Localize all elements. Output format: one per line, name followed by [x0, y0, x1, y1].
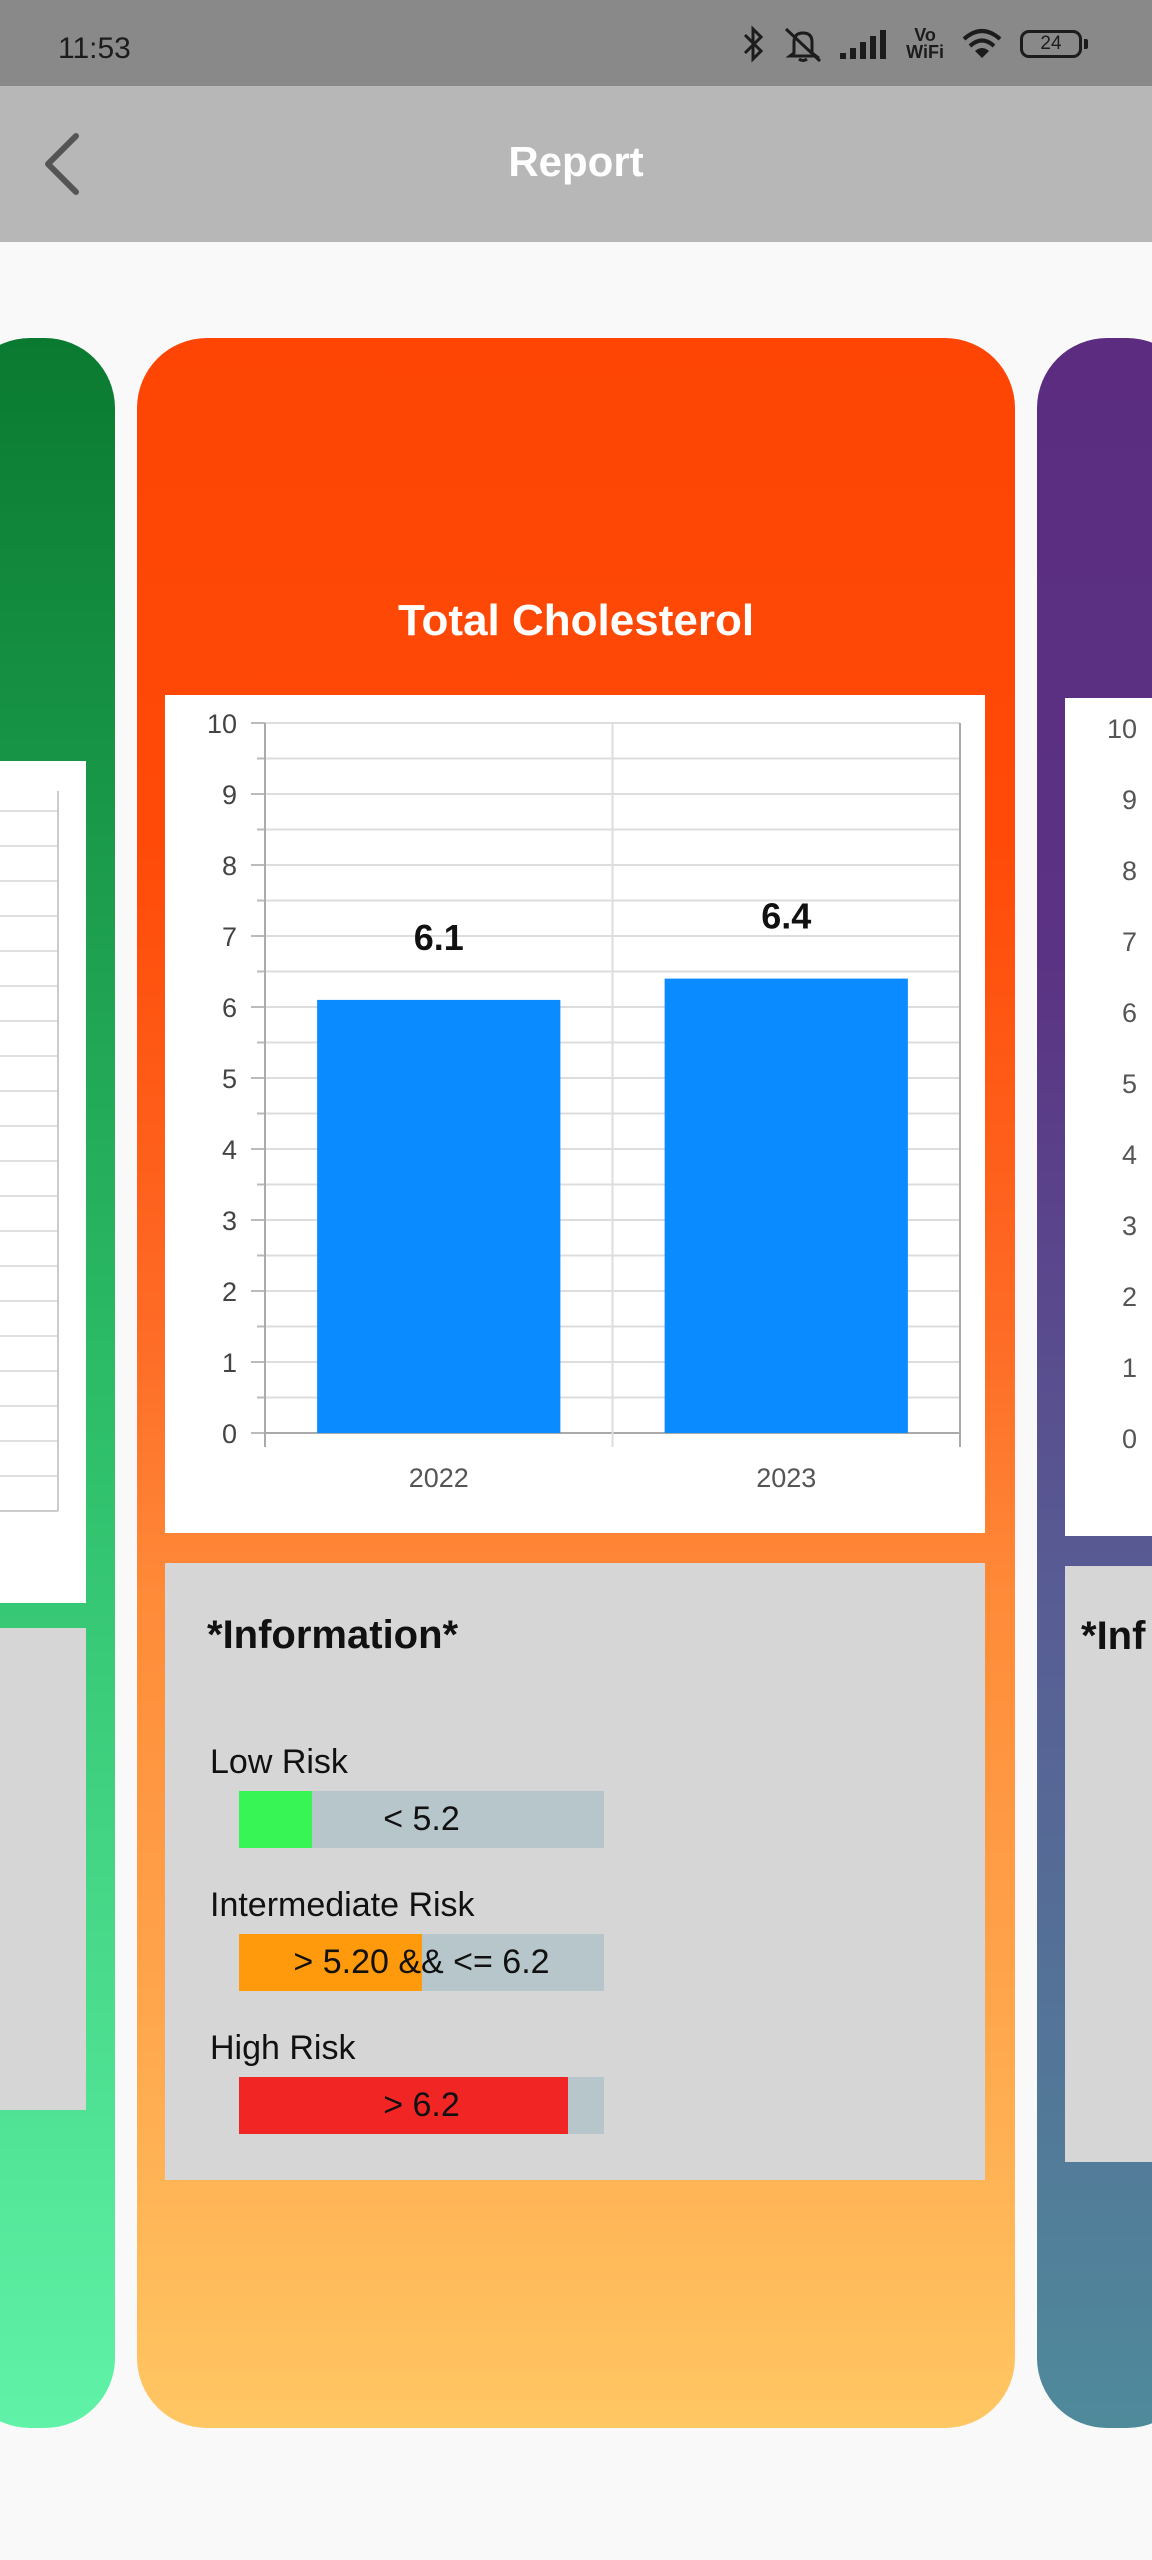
high-risk-range: > 6.2 [383, 2086, 460, 2124]
y-tick-label: 6 [222, 993, 237, 1023]
low-risk-range: < 5.2 [383, 1800, 460, 1838]
bar-chart: 0 1 2 3 4 5 6 7 8 9 10 6.1 2022 6.4 2023 [207, 709, 961, 1493]
y-tick-label: 9 [222, 780, 237, 810]
battery-icon: 24 [1020, 30, 1088, 58]
signal-icon [840, 30, 887, 59]
high-risk-fill [239, 2077, 568, 2134]
y-tick-label: 10 [1107, 714, 1137, 744]
next-info-panel: *Inf [1065, 1566, 1152, 2162]
intermediate-risk-range: > 5.20 && <= 6.2 [293, 1943, 550, 1981]
x-tick-label: 2022 [409, 1463, 469, 1493]
previous-chart-grid [0, 791, 59, 1512]
intermediate-risk-fill [239, 1934, 422, 1991]
low-risk-fill [239, 1791, 312, 1848]
y-tick-label: 3 [1122, 1211, 1137, 1241]
y-tick-label: 0 [1122, 1424, 1137, 1454]
intermediate-risk-label: Intermediate Risk [210, 1886, 475, 1924]
report-card-previous[interactable] [0, 338, 115, 2428]
vowifi-line1: Vo [914, 25, 936, 45]
back-button[interactable] [30, 130, 100, 200]
y-tick-label: 8 [222, 851, 237, 881]
y-tick-label: 7 [1122, 927, 1137, 957]
bluetooth-icon [744, 25, 764, 63]
y-tick-label: 3 [222, 1206, 237, 1236]
app-bar: Report [0, 86, 1152, 242]
bar[interactable] [317, 999, 561, 1433]
intermediate-risk-bar: > 5.20 && <= 6.2 [239, 1934, 604, 1991]
y-tick-label: 9 [1122, 785, 1137, 815]
wifi-icon [962, 29, 1002, 58]
info-panel: *Information* Low Risk < 5.2 Intermediat… [165, 1563, 985, 2180]
vowifi-line2: WiFi [906, 42, 944, 62]
next-chart-panel: 10 9 8 7 6 5 4 3 2 1 0 [1065, 698, 1152, 1536]
y-tick-label: 0 [222, 1419, 237, 1449]
vowifi-icon: Vo WiFi [906, 25, 944, 62]
card-title: Total Cholesterol [397, 596, 755, 645]
chevron-left-icon [45, 133, 79, 195]
low-risk-label: Low Risk [210, 1743, 348, 1781]
low-risk-bar: < 5.2 [239, 1791, 604, 1848]
y-tick-label: 5 [222, 1064, 237, 1094]
bar[interactable] [664, 978, 908, 1433]
y-tick-label: 1 [222, 1348, 237, 1378]
data-label: 6.4 [761, 896, 811, 937]
high-risk-bar: > 6.2 [239, 2077, 604, 2134]
y-tick-label: 4 [222, 1135, 237, 1165]
status-bar: 11:53 Vo WiFi 24 [0, 0, 1152, 86]
status-time: 11:53 [58, 32, 131, 65]
y-tick-label: 2 [1122, 1282, 1137, 1312]
page-title: Report [508, 138, 644, 185]
next-info-title: *Inf [1081, 1614, 1146, 1658]
data-label: 6.1 [414, 917, 464, 958]
report-card-total-cholesterol[interactable]: Total Cholesterol 0 1 2 3 4 5 6 7 8 9 10 6.1 2022 6.4… [137, 338, 1015, 2428]
y-tick-label: 5 [1122, 1069, 1137, 1099]
info-title: *Information* [207, 1613, 459, 1657]
previous-info-panel [0, 1628, 86, 2110]
previous-chart-panel [0, 761, 86, 1603]
chart-panel: 0 1 2 3 4 5 6 7 8 9 10 6.1 2022 6.4 2023 [165, 695, 985, 1533]
x-tick-label: 2023 [756, 1463, 816, 1493]
y-tick-label: 4 [1122, 1140, 1137, 1170]
y-tick-label: 8 [1122, 856, 1137, 886]
status-icons: Vo WiFi 24 [742, 24, 1088, 64]
high-risk-label: High Risk [210, 2029, 356, 2067]
y-tick-label: 10 [207, 709, 237, 739]
mute-icon [785, 27, 822, 63]
y-tick-label: 2 [222, 1277, 237, 1307]
y-tick-label: 7 [222, 922, 237, 952]
y-tick-label: 6 [1122, 998, 1137, 1028]
report-card-next[interactable]: 10 9 8 7 6 5 4 3 2 1 0 *Inf [1037, 338, 1152, 2428]
y-tick-label: 1 [1122, 1353, 1137, 1383]
